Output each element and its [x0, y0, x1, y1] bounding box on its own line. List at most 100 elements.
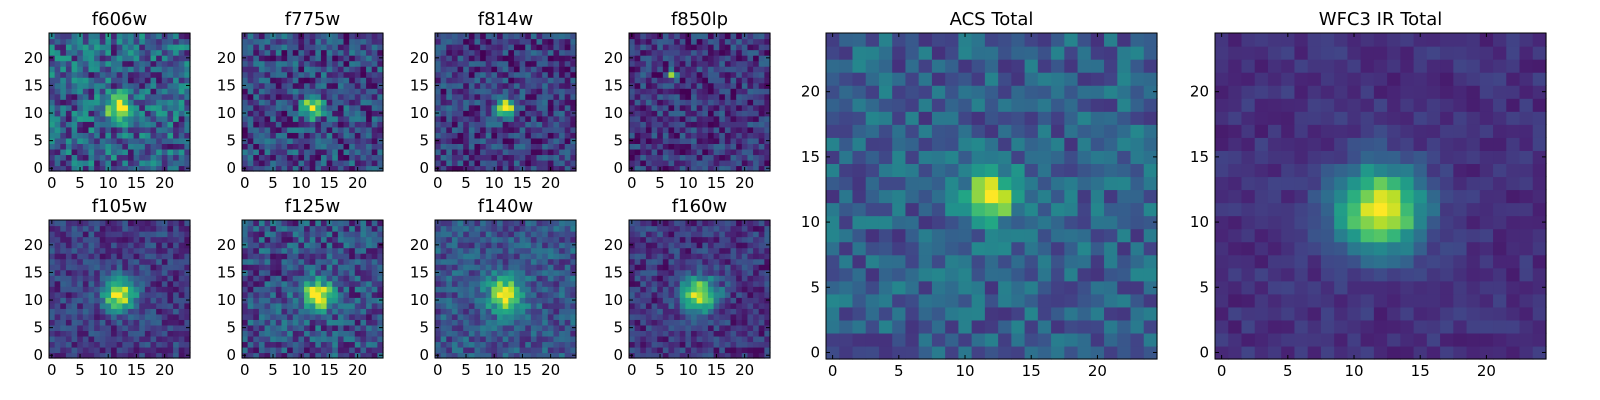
heatmap-cell [491, 286, 498, 293]
heatmap-cell [451, 132, 459, 139]
heatmap-cell [645, 352, 653, 359]
heatmap-cell [150, 93, 157, 100]
heatmap-cell [696, 148, 703, 156]
heatmap-cell [719, 308, 726, 315]
heatmap-cell [337, 346, 345, 354]
heatmap-cell [435, 49, 442, 56]
heatmap-cell [178, 308, 185, 315]
heatmap-cell [542, 253, 549, 260]
heatmap-cell [530, 291, 538, 298]
heatmap-cell [553, 231, 560, 238]
heatmap-cell [270, 66, 277, 73]
heatmap-cell [651, 275, 658, 282]
heatmap-cell [435, 38, 442, 45]
heatmap-cell [758, 121, 765, 128]
heatmap-cell [173, 313, 180, 320]
heatmap-cell [270, 60, 277, 67]
heatmap-cell [287, 346, 294, 354]
heatmap-cell [354, 253, 362, 260]
heatmap-cell [542, 77, 549, 84]
heatmap-cell [82, 275, 90, 282]
heatmap-cell [105, 225, 112, 232]
heatmap-cell [691, 313, 698, 320]
heatmap-cell [679, 121, 686, 128]
heatmap-cell [629, 286, 636, 293]
heatmap-cell [547, 236, 555, 243]
heatmap-cell [685, 104, 692, 111]
heatmap-cell [513, 71, 521, 78]
heatmap-cell [144, 33, 152, 40]
heatmap-cell [315, 297, 322, 304]
heatmap-cell [332, 346, 339, 354]
heatmap-cell [480, 275, 487, 282]
heatmap-cell [275, 104, 283, 111]
heatmap-cell [519, 280, 526, 287]
heatmap-cell [94, 148, 101, 156]
heatmap-cell [730, 110, 737, 117]
heatmap-cell [719, 82, 726, 89]
heatmap-cell [139, 154, 146, 161]
heatmap-cell [292, 38, 299, 45]
heatmap-cell [116, 236, 123, 243]
heatmap-cell [349, 291, 356, 298]
heatmap-cell [94, 352, 101, 359]
heatmap-cell [253, 225, 260, 232]
heatmap-cell [764, 44, 771, 51]
heatmap-cell [679, 148, 686, 156]
heatmap-cell [736, 110, 743, 117]
heatmap-cell [105, 286, 112, 293]
heatmap-cell [326, 99, 333, 106]
heatmap-cell [377, 60, 384, 67]
heatmap-cell [530, 38, 538, 45]
heatmap-cell [474, 93, 481, 100]
heatmap-cell [304, 280, 311, 287]
heatmap-cell [662, 313, 670, 320]
heatmap-cell [133, 110, 140, 117]
heatmap-cell [133, 346, 140, 354]
heatmap-cell [111, 275, 118, 282]
heatmap-cell [253, 352, 260, 359]
heatmap-cell [270, 93, 277, 100]
heatmap-cell [640, 38, 647, 45]
y-tick-label: 15 [604, 76, 623, 94]
heatmap-cell [497, 33, 504, 40]
heatmap-cell [65, 269, 73, 276]
axes-frame [241, 219, 384, 359]
heatmap-cell [741, 99, 749, 106]
heatmap-cell [440, 143, 447, 150]
heatmap-cell [457, 33, 464, 40]
heatmap-cell [640, 88, 647, 95]
heatmap-cell [167, 313, 174, 320]
heatmap-cell [173, 264, 180, 271]
heatmap-cell [747, 308, 754, 315]
heatmap-cell [360, 82, 367, 89]
heatmap-cell [491, 154, 498, 161]
heatmap-cell [463, 55, 470, 62]
heatmap-cell [354, 258, 362, 265]
heatmap-cell [753, 159, 760, 167]
heatmap-cell [304, 38, 311, 45]
heatmap-cell [275, 313, 283, 320]
heatmap-cell [60, 352, 67, 359]
heatmap-cell [167, 341, 174, 348]
heatmap-cell [446, 154, 453, 161]
heatmap-cell [77, 132, 84, 139]
heatmap-cell [304, 286, 311, 293]
heatmap-cell [547, 154, 555, 161]
heatmap-cell [570, 313, 577, 320]
heatmap-cell [287, 324, 294, 331]
heatmap-cell [497, 99, 504, 106]
heatmap-cell [366, 154, 373, 161]
heatmap-cell [435, 154, 442, 161]
heatmap-cell [54, 297, 61, 304]
heatmap-cell [281, 110, 288, 117]
heatmap-cell [287, 148, 294, 156]
heatmap-cell [747, 319, 754, 326]
heatmap-cell [491, 319, 498, 326]
heatmap-cell [497, 247, 504, 254]
heatmap-cell [525, 88, 532, 95]
heatmap-cell [468, 148, 476, 156]
heatmap-cell [502, 291, 509, 298]
heatmap-cell [54, 66, 61, 73]
